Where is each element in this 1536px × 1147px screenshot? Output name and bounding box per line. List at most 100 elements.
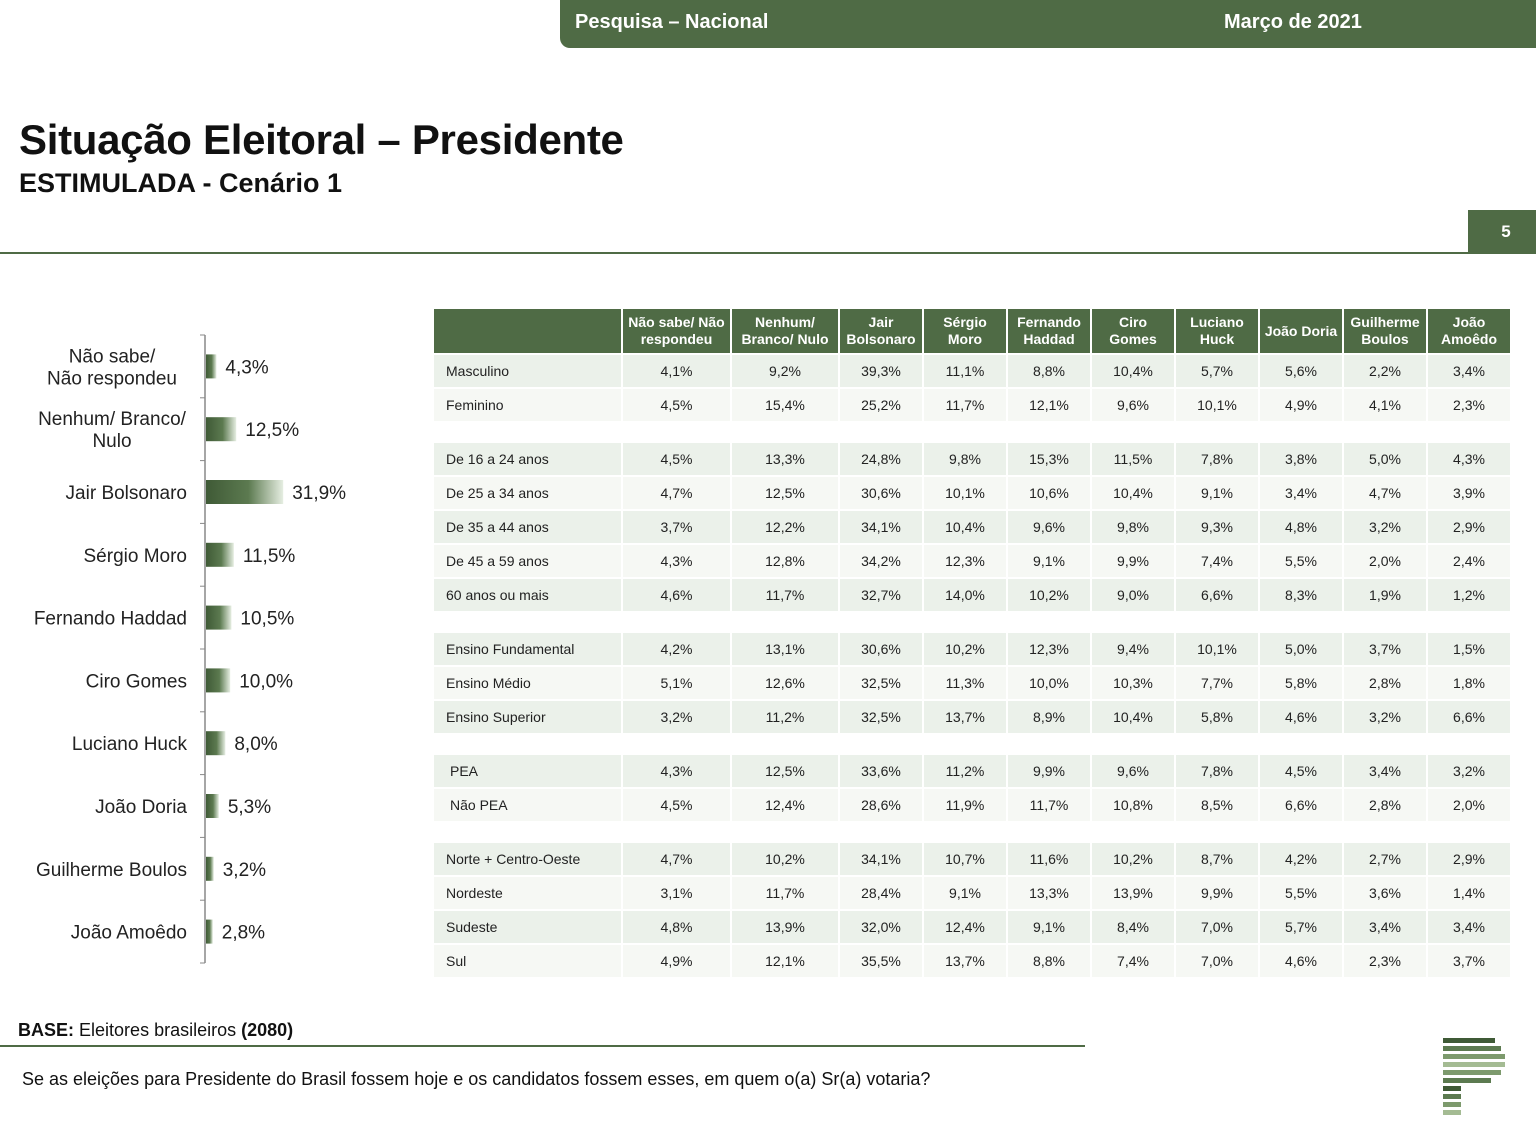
table-cell: 3,4%	[1260, 477, 1342, 509]
table-cell: 32,7%	[840, 579, 922, 611]
crosstab-table: Não sabe/ Não respondeu Nenhum/Branco/ Nul…	[432, 307, 1512, 979]
table-cell: 11,7%	[732, 877, 838, 909]
table-cell: 11,7%	[924, 389, 1006, 421]
table-cell: 9,6%	[1092, 389, 1174, 421]
category-label: Nenhum/ Branco/	[38, 409, 187, 430]
table-cell: 2,9%	[1428, 511, 1510, 543]
row-label: De 35 a 44 anos	[434, 511, 621, 543]
table-cell: 8,7%	[1176, 843, 1258, 875]
table-cell: 2,3%	[1428, 389, 1510, 421]
table-cell: 7,0%	[1176, 945, 1258, 977]
table-cell: 28,6%	[840, 789, 922, 821]
category-label: Fernando Haddad	[34, 609, 187, 630]
table-cell: 1,9%	[1344, 579, 1426, 611]
table-cell: 4,3%	[1428, 443, 1510, 475]
table-cell: 34,1%	[840, 843, 922, 875]
bar-value-label: 8,0%	[234, 734, 277, 755]
table-cell: 11,1%	[924, 355, 1006, 387]
table-cell: 3,4%	[1428, 911, 1510, 943]
table-cell: 4,7%	[1344, 477, 1426, 509]
table-cell: 1,2%	[1428, 579, 1510, 611]
table-cell: 13,7%	[924, 945, 1006, 977]
bar	[206, 542, 234, 567]
table-cell: 3,9%	[1428, 477, 1510, 509]
table-cell: 7,4%	[1092, 945, 1174, 977]
table-row: Nordeste 3,1% 11,7% 28,4% 9,1% 13,3% 13,9% 9,9%…	[434, 877, 1510, 909]
table-cell: 13,3%	[732, 443, 838, 475]
table-cell: 8,8%	[1008, 355, 1090, 387]
table-cell: 3,7%	[623, 511, 730, 543]
table-cell: 12,3%	[1008, 633, 1090, 665]
table-cell: 28,4%	[840, 877, 922, 909]
table-cell: 30,6%	[840, 477, 922, 509]
table-cell: 10,4%	[924, 511, 1006, 543]
table-cell: 34,2%	[840, 545, 922, 577]
table-cell: 10,8%	[1092, 789, 1174, 821]
table-cell: 4,9%	[623, 945, 730, 977]
table-cell: 3,4%	[1344, 911, 1426, 943]
bar-value-label: 5,3%	[228, 797, 271, 818]
table-cell: 8,8%	[1008, 945, 1090, 977]
category-label: Guilherme Boulos	[36, 860, 187, 881]
table-cell: 1,4%	[1428, 877, 1510, 909]
table-cell: 10,1%	[924, 477, 1006, 509]
table-cell: 10,4%	[1092, 477, 1174, 509]
table-cell: 4,1%	[1344, 389, 1426, 421]
table-cell: 11,5%	[1092, 443, 1174, 475]
table-cell: 4,5%	[623, 443, 730, 475]
table-cell: 7,0%	[1176, 911, 1258, 943]
table-cell: 3,4%	[1344, 755, 1426, 787]
table-cell: 9,8%	[1092, 511, 1174, 543]
column-header: Guilherme Boulos	[1344, 309, 1426, 353]
table-cell: 3,7%	[1344, 633, 1426, 665]
group-spacer	[434, 823, 1510, 841]
table-row: Sudeste 4,8% 13,9% 32,0% 12,4% 9,1% 8,4% 7,0% 5,…	[434, 911, 1510, 943]
table-cell: 32,5%	[840, 667, 922, 699]
table-cell: 15,3%	[1008, 443, 1090, 475]
bar	[206, 794, 219, 818]
column-header: Não sabe/ Não respondeu	[623, 309, 730, 353]
table-cell: 3,2%	[1428, 755, 1510, 787]
row-label: PEA	[434, 755, 621, 787]
table-cell: 9,9%	[1176, 877, 1258, 909]
table-cell: 5,8%	[1176, 701, 1258, 733]
row-label: Norte + Centro-Oeste	[434, 843, 621, 875]
category-label: Sérgio Moro	[84, 546, 188, 567]
table-cell: 3,7%	[1428, 945, 1510, 977]
bar	[206, 731, 226, 756]
table-cell: 4,8%	[1260, 511, 1342, 543]
table-cell: 12,5%	[732, 477, 838, 509]
table-cell: 10,2%	[924, 633, 1006, 665]
table-cell: 10,6%	[1008, 477, 1090, 509]
row-label: De 45 a 59 anos	[434, 545, 621, 577]
table-row: De 25 a 34 anos 4,7% 12,5% 30,6% 10,1% 10,6% 1…	[434, 477, 1510, 509]
table-cell: 2,2%	[1344, 355, 1426, 387]
row-label: De 25 a 34 anos	[434, 477, 621, 509]
row-label: De 16 a 24 anos	[434, 443, 621, 475]
table-cell: 13,1%	[732, 633, 838, 665]
table-cell: 3,6%	[1344, 877, 1426, 909]
table-cell: 4,5%	[623, 789, 730, 821]
table-cell: 13,3%	[1008, 877, 1090, 909]
table-cell: 11,7%	[732, 579, 838, 611]
title-divider	[0, 252, 1536, 254]
table-row: Não PEA 4,5% 12,4% 28,6% 11,9% 11,7% 10,8% 8,5%…	[434, 789, 1510, 821]
column-header: Jair Bolsonaro	[840, 309, 922, 353]
table-cell: 32,0%	[840, 911, 922, 943]
table-cell: 4,7%	[623, 843, 730, 875]
table-cell: 5,5%	[1260, 877, 1342, 909]
table-cell: 10,1%	[1176, 633, 1258, 665]
table-cell: 9,0%	[1092, 579, 1174, 611]
table-cell: 11,2%	[732, 701, 838, 733]
table-cell: 12,2%	[732, 511, 838, 543]
table-cell: 4,6%	[1260, 701, 1342, 733]
row-label: Ensino Médio	[434, 667, 621, 699]
bar-value-label: 11,5%	[243, 546, 296, 567]
table-cell: 3,2%	[1344, 701, 1426, 733]
table-cell: 4,8%	[623, 911, 730, 943]
table-cell: 9,1%	[924, 877, 1006, 909]
table-cell: 24,8%	[840, 443, 922, 475]
bar	[206, 605, 232, 630]
table-cell: 12,1%	[732, 945, 838, 977]
bar	[206, 856, 214, 881]
